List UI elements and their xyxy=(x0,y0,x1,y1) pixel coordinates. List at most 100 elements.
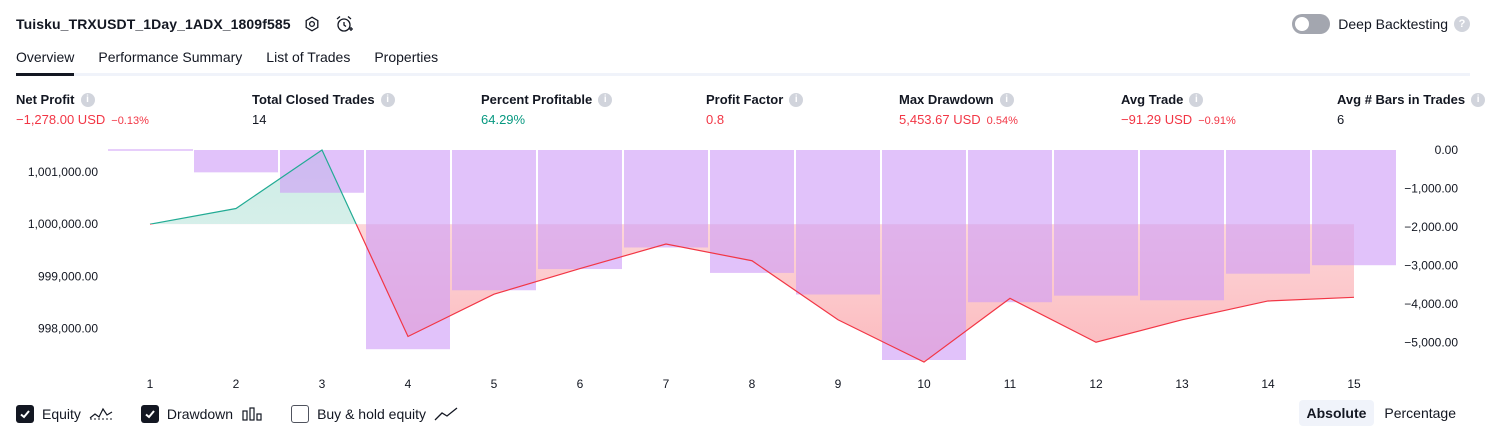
deep-backtesting-control: Deep Backtesting ? xyxy=(1292,12,1470,36)
tab-performance-summary[interactable]: Performance Summary xyxy=(98,49,243,65)
info-icon[interactable]: i xyxy=(598,92,613,107)
stat-label: Avg Trade i xyxy=(1121,92,1236,107)
tab-bar: Overview Performance Summary List of Tra… xyxy=(16,46,462,76)
stat-value: −91.29 USD −0.91% xyxy=(1121,112,1236,127)
right-axis-tick-label: −5,000.00 xyxy=(1404,336,1458,350)
legend-label: Buy & hold equity xyxy=(317,406,427,422)
drawdown-bar xyxy=(1312,150,1396,266)
chart-legend: Equity Drawdown Buy & hold equity xyxy=(16,403,486,425)
equity-checkbox[interactable] xyxy=(16,405,34,423)
drawdown-bar xyxy=(452,150,536,291)
info-icon[interactable]: i xyxy=(80,92,95,107)
stat-percent-profitable: Percent Profitable i 64.29% xyxy=(481,92,613,127)
stat-label: Avg # Bars in Trades i xyxy=(1337,92,1486,107)
x-axis-tick-label: 2 xyxy=(233,377,240,391)
right-axis-tick-label: −1,000.00 xyxy=(1404,182,1458,196)
stat-value: 0.8 xyxy=(706,112,803,127)
scale-mode-switch: Absolute Percentage xyxy=(1297,400,1465,426)
stat-label: Profit Factor i xyxy=(706,92,804,107)
left-axis-tick-label: 999,000.00 xyxy=(38,269,98,283)
right-axis-tick-label: −2,000.00 xyxy=(1404,220,1458,234)
stat-value-text: 5,453.67 USD xyxy=(899,112,981,127)
drawdown-bar xyxy=(1226,150,1310,274)
x-axis-tick-label: 10 xyxy=(917,377,931,391)
info-icon[interactable]: i xyxy=(999,92,1014,107)
equity-area-profit xyxy=(150,150,1354,225)
stat-label-text: Max Drawdown xyxy=(899,92,994,107)
stats-row: Net Profit i −1,278.00 USD −0.13% Total Cl… xyxy=(0,92,1486,132)
x-axis-tick-label: 13 xyxy=(1175,377,1189,391)
tab-properties[interactable]: Properties xyxy=(374,49,439,65)
deep-backtesting-label: Deep Backtesting xyxy=(1338,16,1448,32)
x-axis-tick-label: 3 xyxy=(319,377,326,391)
alarm-add-icon[interactable] xyxy=(333,13,355,35)
strategy-title: Tuisku_TRXUSDT_1Day_1ADX_1809f585 xyxy=(16,16,291,32)
equity-line-profit xyxy=(149,149,357,225)
stat-label: Total Closed Trades i xyxy=(252,92,395,107)
stat-value-text: 14 xyxy=(252,112,267,127)
stat-value-text: 0.8 xyxy=(706,112,725,127)
stat-percent: −0.13% xyxy=(111,115,149,127)
stat-label: Net Profit i xyxy=(16,92,149,107)
drawdown-bar xyxy=(624,150,708,248)
stat-label-text: Profit Factor xyxy=(706,92,784,107)
x-axis-tick-label: 15 xyxy=(1347,377,1361,391)
stat-value: 14 xyxy=(252,112,395,127)
info-icon[interactable]: i xyxy=(789,92,804,107)
legend-label: Drawdown xyxy=(166,406,234,422)
x-axis-tick-label: 12 xyxy=(1089,377,1103,391)
x-axis-tick-label: 8 xyxy=(749,377,756,391)
stat-value: −1,278.00 USD −0.13% xyxy=(16,112,149,127)
stat-avg-bars-in-trades: Avg # Bars in Trades i 6 xyxy=(1337,92,1486,127)
stat-label-text: Percent Profitable xyxy=(481,92,593,107)
x-axis-tick-label: 11 xyxy=(1004,377,1017,391)
drawdown-bar xyxy=(710,150,794,273)
legend-equity[interactable]: Equity xyxy=(16,405,113,423)
buy-hold-checkbox[interactable] xyxy=(291,405,310,423)
info-icon[interactable]: i xyxy=(380,92,395,107)
drawdown-bar xyxy=(194,150,278,173)
right-axis-tick-label: 0.00 xyxy=(1435,143,1459,157)
stat-value-text: 6 xyxy=(1337,112,1345,127)
info-icon[interactable]: i xyxy=(1471,92,1486,107)
x-axis-tick-label: 4 xyxy=(405,377,412,391)
settings-icon[interactable] xyxy=(301,13,323,35)
stat-value: 5,453.67 USD 0.54% xyxy=(899,112,1018,127)
drawdown-bar xyxy=(538,150,622,270)
check-icon xyxy=(145,410,155,419)
stat-label-text: Avg # Bars in Trades xyxy=(1337,92,1466,107)
equity-line-loss xyxy=(150,224,1355,363)
absolute-button[interactable]: Absolute xyxy=(1298,400,1375,426)
stat-avg-trade: Avg Trade i −91.29 USD −0.91% xyxy=(1121,92,1236,127)
equity-drawdown-chart[interactable]: 1,001,000.00 1,000,000.00 999,000.00 998,00… xyxy=(0,140,1486,395)
drawdown-bar xyxy=(280,150,364,193)
stat-value-text: −91.29 USD xyxy=(1121,112,1193,127)
drawdown-bar xyxy=(796,150,880,295)
drawdown-bar xyxy=(366,150,450,350)
bars-icon xyxy=(242,407,262,421)
tabs-divider xyxy=(16,73,1470,76)
stat-percent: 0.54% xyxy=(986,115,1018,127)
check-icon xyxy=(20,410,30,419)
legend-label: Equity xyxy=(42,406,81,422)
equity-line-icon xyxy=(89,407,113,420)
x-axis-tick-label: 14 xyxy=(1261,377,1275,391)
percentage-button[interactable]: Percentage xyxy=(1384,405,1456,421)
stat-value: 6 xyxy=(1337,112,1485,127)
deep-backtesting-toggle[interactable] xyxy=(1292,14,1331,34)
legend-buy-hold-equity[interactable]: Buy & hold equity xyxy=(291,405,458,423)
drawdown-bar xyxy=(968,150,1052,303)
tab-list-of-trades[interactable]: List of Trades xyxy=(266,49,351,65)
drawdown-checkbox[interactable] xyxy=(140,405,159,423)
legend-drawdown[interactable]: Drawdown xyxy=(140,405,263,423)
right-axis-tick-label: −3,000.00 xyxy=(1404,259,1458,273)
left-axis-tick-label: 1,000,000.00 xyxy=(28,217,98,231)
stat-label: Percent Profitable i xyxy=(481,92,613,107)
x-axis-tick-label: 6 xyxy=(577,377,584,391)
tab-overview[interactable]: Overview xyxy=(16,46,75,76)
x-axis-tick-label: 9 xyxy=(835,377,842,391)
help-icon[interactable]: ? xyxy=(1454,16,1470,32)
stat-net-profit: Net Profit i −1,278.00 USD −0.13% xyxy=(16,92,149,127)
info-icon[interactable]: i xyxy=(1189,92,1204,107)
x-axis-tick-label: 5 xyxy=(491,377,498,391)
